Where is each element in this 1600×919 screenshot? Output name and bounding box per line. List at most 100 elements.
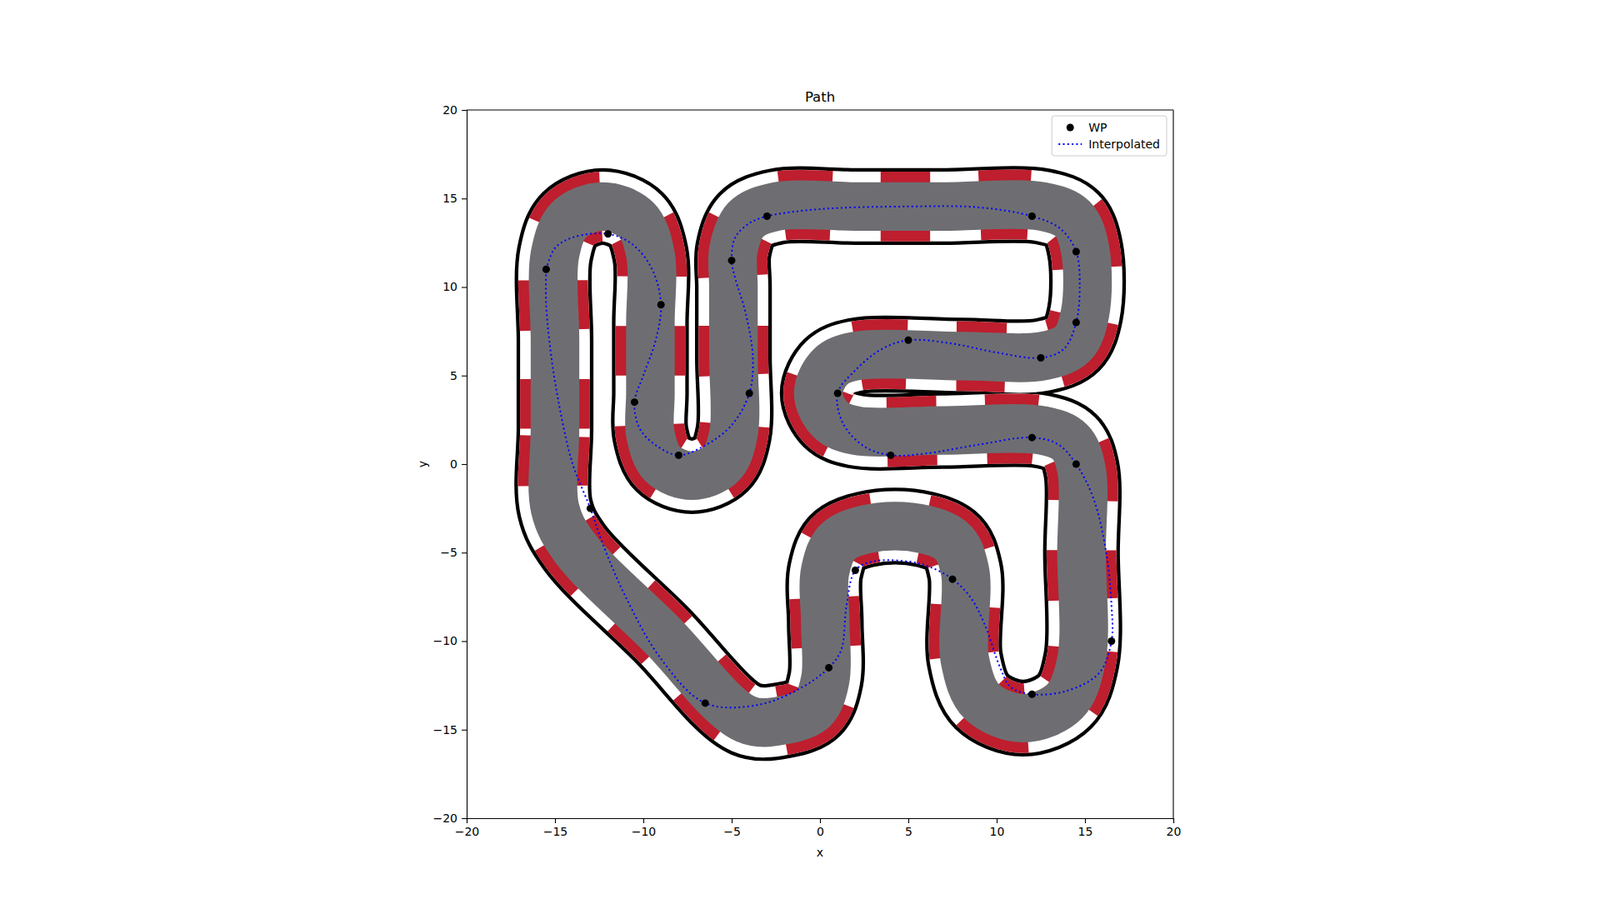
tick: 20: [1166, 818, 1182, 839]
waypoint: [1072, 319, 1080, 327]
frame-right: [1172, 110, 1174, 819]
tick-mark: [643, 818, 645, 824]
waypoint: [675, 451, 683, 460]
tick: 5: [450, 369, 467, 383]
tick-label: 20: [442, 103, 458, 117]
tick: 5: [905, 818, 913, 839]
tick: −15: [432, 723, 467, 737]
waypoint: [949, 575, 957, 584]
tick-label: 10: [990, 825, 1005, 839]
tick: −20: [432, 811, 467, 825]
tick-label: −20: [455, 825, 480, 839]
tick: 20: [442, 103, 467, 117]
waypoint: [1028, 212, 1036, 220]
waypoint: [1072, 248, 1080, 256]
waypoint: [542, 265, 550, 274]
waypoints: [542, 212, 1115, 707]
tick: 15: [1078, 818, 1094, 839]
track-curb: [552, 204, 1088, 723]
tick-mark: [820, 818, 821, 824]
tick-mark: [461, 286, 467, 288]
tick-mark: [461, 198, 467, 200]
tick-label: −5: [440, 545, 458, 560]
tick-label: 5: [450, 369, 458, 383]
waypoint: [701, 699, 710, 707]
y-axis-title: y: [415, 460, 430, 468]
tick-mark: [908, 818, 910, 824]
tick-mark: [461, 552, 467, 554]
tick-label: 0: [450, 457, 458, 471]
tick: −10: [631, 818, 657, 839]
tick-mark: [461, 375, 467, 377]
tick-mark: [461, 640, 467, 642]
legend-box: [1051, 115, 1167, 156]
tick: 0: [816, 818, 825, 839]
tick: −15: [543, 818, 569, 839]
waypoint: [657, 300, 665, 309]
waypoint: [1028, 434, 1036, 442]
tick-mark: [996, 818, 998, 824]
x-axis: −20 −15 −10 −5 0 5 10 15 20: [455, 818, 1182, 839]
y-axis: −20 −15 −10 −5 0 5 10 15 20: [432, 103, 467, 825]
tick-label: 15: [1078, 825, 1094, 839]
waypoint: [905, 336, 913, 345]
tick: 15: [442, 191, 467, 205]
track-curb-red: [552, 204, 1088, 723]
track-border: [552, 204, 1088, 723]
legend-label: Interpolated: [1088, 137, 1160, 151]
tick: −20: [455, 818, 480, 839]
tick-mark: [461, 818, 467, 820]
tick-mark: [461, 464, 467, 465]
waypoint: [1037, 354, 1045, 362]
tick-label: −10: [432, 634, 458, 648]
waypoint: [825, 664, 833, 672]
waypoint: [1072, 460, 1080, 469]
waypoint: [763, 212, 771, 220]
tick-label: −5: [723, 825, 741, 839]
tick: 10: [990, 818, 1005, 839]
tick-mark: [1085, 818, 1086, 824]
tick-label: −15: [432, 723, 458, 737]
waypoint: [1028, 690, 1036, 699]
waypoint: [586, 505, 595, 513]
chart: −20 −15 −10 −5 0 5 10 15 20 −20 −15 −10 −5 0 5 10 15 20 Pa…: [0, 0, 1600, 919]
tick-mark: [461, 730, 467, 731]
tick-mark: [461, 110, 467, 111]
waypoint: [745, 390, 754, 398]
tick: 10: [442, 280, 467, 294]
tick: −10: [432, 634, 467, 648]
tick-label: −10: [631, 825, 657, 839]
tick-mark: [555, 818, 556, 824]
axis-line: [461, 110, 468, 820]
tick-label: 10: [442, 280, 458, 294]
waypoint: [851, 566, 860, 575]
waypoint: [604, 230, 612, 238]
frame-top: [466, 109, 1174, 110]
track-road: [552, 204, 1088, 723]
legend-line: [1058, 143, 1082, 145]
axis-line: [467, 819, 1175, 825]
tick-label: 15: [442, 191, 458, 205]
waypoint: [886, 451, 895, 460]
plot-area: [542, 204, 1115, 723]
legend-marker: [1066, 124, 1075, 132]
waypoint: [630, 398, 639, 406]
waypoint: [1107, 637, 1115, 645]
tick-label: 0: [816, 825, 825, 839]
tick: 0: [450, 457, 467, 471]
tick-label: −15: [543, 825, 569, 839]
interpolated-line: [545, 205, 1113, 708]
tick: −5: [440, 545, 467, 560]
tick-label: −20: [432, 811, 458, 825]
tick-label: 20: [1166, 825, 1182, 839]
legend-label: WP: [1088, 120, 1107, 135]
tick-mark: [1173, 818, 1175, 824]
x-axis-title: x: [816, 845, 824, 860]
tick-label: 5: [905, 825, 913, 839]
legend: WP Interpolated: [1051, 115, 1167, 156]
title: Path: [805, 89, 835, 105]
tick-mark: [731, 818, 733, 824]
waypoint: [834, 390, 842, 398]
tick: −5: [723, 818, 741, 839]
waypoint: [728, 256, 736, 265]
